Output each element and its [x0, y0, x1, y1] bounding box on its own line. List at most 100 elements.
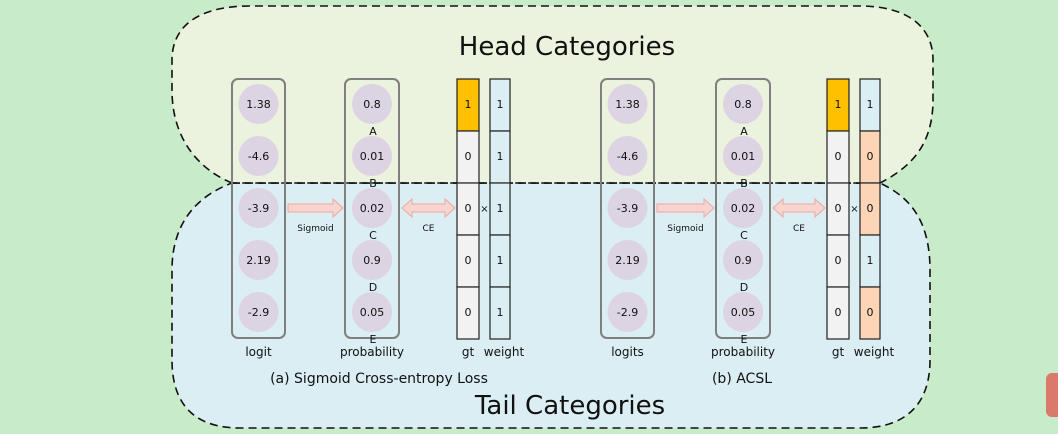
weight-label: weight	[854, 345, 895, 359]
weight-cell	[859, 286, 881, 340]
logit-node	[238, 84, 279, 124]
logit-node	[607, 136, 648, 176]
sigmoid-label: Sigmoid	[667, 224, 703, 234]
weight-value: 1	[497, 202, 504, 215]
probability-node	[352, 188, 392, 228]
category-letter: E	[741, 333, 748, 346]
probability-node	[723, 136, 763, 176]
logit-column	[231, 78, 286, 339]
weight-value: 1	[497, 98, 504, 111]
gt-value: 1	[835, 98, 842, 111]
logit-node	[607, 84, 648, 124]
gt-value: 0	[835, 202, 842, 215]
probability-value: 0.01	[360, 150, 385, 163]
logit-value: -2.9	[248, 306, 269, 319]
logit-value: 2.19	[615, 254, 640, 267]
panel-1: 1.38 0.8 A 1 1 -4.6 0.01 B 0 0 -3.9 0.02 C 0 0 2.19 0.9 D…	[600, 78, 895, 387]
probability-node	[723, 240, 763, 280]
gt-cell	[456, 286, 480, 340]
logit-value: -4.6	[248, 150, 269, 163]
logit-label: logit	[245, 345, 272, 359]
ce-label: CE	[423, 224, 435, 234]
weight-value: 0	[867, 150, 874, 163]
probability-label: probability	[711, 345, 775, 359]
logit-node	[238, 292, 279, 332]
logit-column	[600, 78, 655, 339]
probability-value: 0.02	[360, 202, 385, 215]
weight-label: weight	[484, 345, 525, 359]
weight-value: 1	[497, 150, 504, 163]
probability-label: probability	[340, 345, 404, 359]
sigmoid-arrow-icon	[656, 197, 715, 219]
logit-value: 1.38	[615, 98, 640, 111]
logit-node	[607, 188, 648, 228]
probability-value: 0.9	[363, 254, 381, 267]
probability-node	[352, 240, 392, 280]
probability-column	[715, 78, 771, 339]
panel-caption: (a) Sigmoid Cross-entropy Loss	[270, 371, 488, 387]
logit-value: 1.38	[246, 98, 271, 111]
gt-value: 0	[465, 254, 472, 267]
logit-value: -2.9	[617, 306, 638, 319]
category-letter: D	[740, 281, 748, 294]
category-letter: B	[369, 177, 377, 190]
gt-value: 0	[465, 150, 472, 163]
weight-value: 1	[867, 98, 874, 111]
multiply-sign: ×	[850, 204, 858, 215]
sigmoid-arrow-icon	[287, 197, 344, 219]
tail-title: Tail Categories	[474, 391, 665, 421]
probability-node	[352, 84, 392, 124]
gt-value: 1	[465, 98, 472, 111]
probability-node	[723, 84, 763, 124]
gt-value: 0	[465, 202, 472, 215]
ce-label: CE	[793, 224, 805, 234]
category-letter: C	[740, 229, 748, 242]
category-letter: B	[740, 177, 748, 190]
gt-value: 0	[835, 254, 842, 267]
logit-node	[238, 240, 279, 280]
probability-node	[723, 292, 763, 332]
head-title: Head Categories	[459, 32, 675, 62]
probability-value: 0.05	[731, 306, 756, 319]
partial-orange-widget	[1046, 373, 1058, 417]
category-letter: A	[740, 125, 748, 138]
probability-node	[352, 136, 392, 176]
weight-value: 0	[867, 306, 874, 319]
category-letter: E	[370, 333, 377, 346]
logit-node	[238, 188, 279, 228]
probability-value: 0.9	[734, 254, 752, 267]
logit-value: -3.9	[248, 202, 269, 215]
category-letter: D	[369, 281, 377, 294]
weight-value: 0	[867, 202, 874, 215]
weight-value: 1	[497, 306, 504, 319]
ce-double-arrow-icon	[772, 197, 826, 219]
logit-value: -4.6	[617, 150, 638, 163]
category-letter: A	[369, 125, 377, 138]
probability-node	[723, 188, 763, 228]
probability-value: 0.8	[734, 98, 752, 111]
ce-double-arrow-icon	[401, 197, 456, 219]
gt-label: gt	[832, 345, 845, 359]
logit-node	[238, 136, 279, 176]
weight-cell	[489, 286, 511, 340]
logit-node	[607, 292, 648, 332]
weight-value: 1	[497, 254, 504, 267]
gt-label: gt	[462, 345, 475, 359]
probability-value: 0.01	[731, 150, 756, 163]
gt-cell	[826, 286, 850, 340]
logit-node	[607, 240, 648, 280]
gt-value: 0	[835, 150, 842, 163]
probability-node	[352, 292, 392, 332]
probability-value: 0.05	[360, 306, 385, 319]
category-letter: C	[369, 229, 377, 242]
gt-value: 0	[835, 306, 842, 319]
sigmoid-label: Sigmoid	[297, 224, 333, 234]
multiply-sign: ×	[480, 204, 488, 215]
probability-value: 0.8	[363, 98, 381, 111]
probability-column	[344, 78, 400, 339]
probability-value: 0.02	[731, 202, 756, 215]
logit-value: 2.19	[246, 254, 271, 267]
weight-value: 1	[867, 254, 874, 267]
logit-label: logits	[611, 345, 644, 359]
